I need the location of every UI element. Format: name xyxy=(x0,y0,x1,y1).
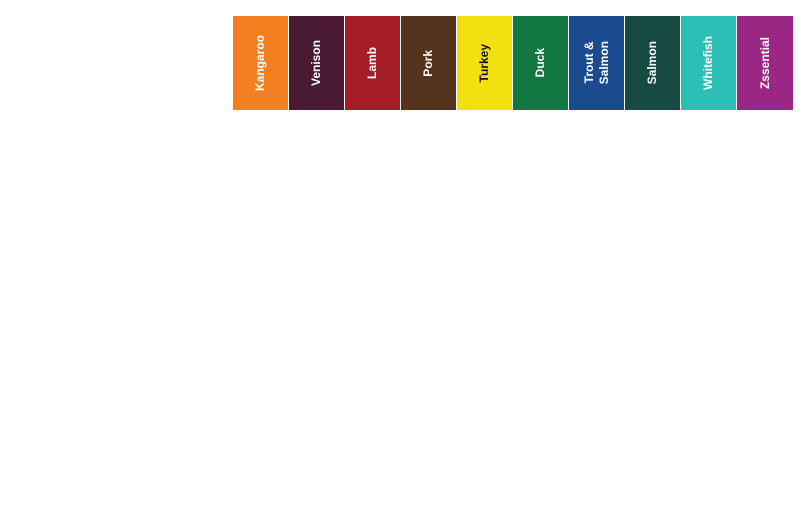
tab-label: Whitefish xyxy=(701,36,715,90)
tab-whitefish[interactable]: Whitefish xyxy=(681,16,737,110)
tab-label: Zssential xyxy=(757,36,772,90)
tab-turkey[interactable]: Turkey xyxy=(457,16,513,110)
tab-salmon[interactable]: Salmon xyxy=(625,16,681,110)
tab-label: Duck xyxy=(533,48,547,78)
tab-label: Turkey xyxy=(477,43,491,83)
tab-kangaroo[interactable]: Kangaroo xyxy=(233,16,289,110)
tab-pork[interactable]: Pork xyxy=(401,16,457,110)
tab-label: Lamb xyxy=(365,46,379,79)
tab-trout-salmon[interactable]: Trout & Salmon xyxy=(569,16,625,110)
tab-label: Kangaroo xyxy=(253,34,267,91)
tab-label: Trout & Salmon xyxy=(581,41,611,85)
tab-zssential[interactable]: Zssential xyxy=(737,16,793,110)
tab-label: Pork xyxy=(421,49,435,77)
tab-duck[interactable]: Duck xyxy=(513,16,569,110)
tab-lamb[interactable]: Lamb xyxy=(345,16,401,110)
tab-label: Salmon xyxy=(645,41,659,85)
protein-tab-bar: Kangaroo Venison Lamb Pork Turkey Duck T… xyxy=(233,16,794,110)
tab-label: Venison xyxy=(309,39,323,86)
tab-venison[interactable]: Venison xyxy=(289,16,345,110)
